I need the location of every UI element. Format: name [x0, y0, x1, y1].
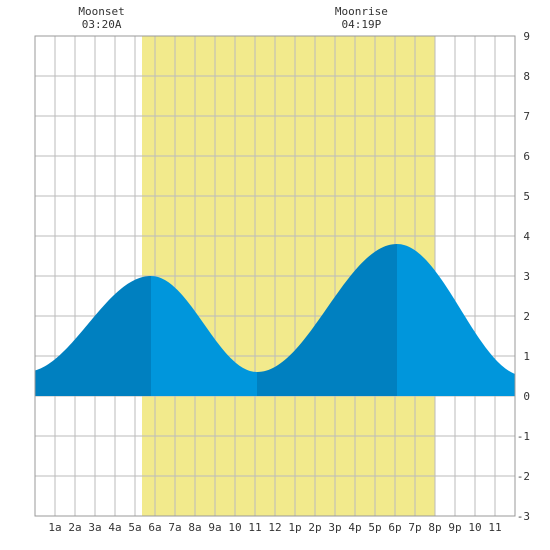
x-tick-label: 7a [168, 521, 181, 534]
x-tick-label: 3a [88, 521, 101, 534]
x-tick-label: 9a [208, 521, 221, 534]
x-tick-label: 8p [428, 521, 441, 534]
y-tick-label: -3 [517, 510, 530, 523]
y-tick-label: -1 [517, 430, 530, 443]
moon-event-time: 04:19P [342, 18, 382, 31]
x-tick-label: 11 [248, 521, 261, 534]
x-tick-label: 2a [68, 521, 81, 534]
x-tick-label: 10 [468, 521, 481, 534]
tide-area-rising [35, 276, 151, 396]
y-tick-label: 8 [523, 70, 530, 83]
tide-area-layer [35, 244, 515, 396]
x-tick-label: 1p [288, 521, 301, 534]
x-tick-label: 9p [448, 521, 461, 534]
x-tick-label: 4a [108, 521, 121, 534]
y-tick-label: 4 [523, 230, 530, 243]
moon-event-label: Moonset [78, 5, 124, 18]
y-tick-label: 9 [523, 30, 530, 43]
y-tick-label: 5 [523, 190, 530, 203]
y-tick-label: 3 [523, 270, 530, 283]
y-tick-label: 1 [523, 350, 530, 363]
y-tick-label: 2 [523, 310, 530, 323]
x-tick-label: 2p [308, 521, 321, 534]
y-tick-label: 7 [523, 110, 530, 123]
y-tick-label: 6 [523, 150, 530, 163]
x-tick-label: 8a [188, 521, 201, 534]
x-tick-label: 10 [228, 521, 241, 534]
tide-area-falling [151, 276, 257, 396]
plot-border [34, 35, 516, 517]
x-tick-label: 7p [408, 521, 421, 534]
x-tick-label: 4p [348, 521, 361, 534]
y-tick-labels: -3 -2 -1 0 1 2 3 4 5 6 7 8 9 [517, 30, 531, 523]
x-tick-label: 1a [48, 521, 61, 534]
y-tick-label: 0 [523, 390, 530, 403]
moon-event-time: 03:20A [82, 18, 122, 31]
y-tick-label: -2 [517, 470, 530, 483]
x-tick-label: 5p [368, 521, 381, 534]
x-tick-label: 3p [328, 521, 341, 534]
tide-area-rising [257, 244, 397, 396]
x-tick-label: 11 [488, 521, 501, 534]
x-tick-labels: 1a 2a 3a 4a 5a 6a 7a 8a 9a 10 11 12 1p 2p 3p 4p 5p 6p 7p 8p… [48, 521, 501, 534]
tide-area-falling [397, 244, 515, 396]
x-tick-label: 6p [388, 521, 401, 534]
x-tick-label: 5a [128, 521, 141, 534]
x-tick-label: 6a [148, 521, 161, 534]
x-tick-label: 12 [268, 521, 281, 534]
moon-event-label: Moonrise [335, 5, 388, 18]
